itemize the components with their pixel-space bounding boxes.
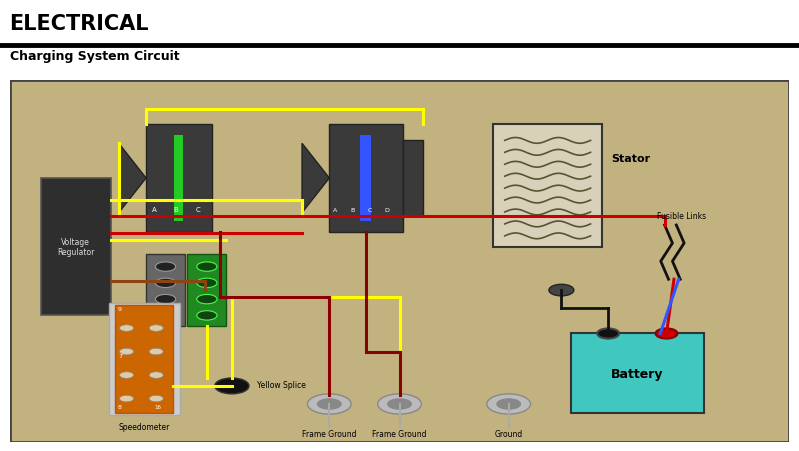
Circle shape <box>197 295 217 304</box>
Circle shape <box>149 372 163 378</box>
Circle shape <box>387 398 412 410</box>
Text: Frame Ground: Frame Ground <box>372 429 427 438</box>
Circle shape <box>120 325 133 331</box>
Text: Battery: Battery <box>611 367 664 380</box>
Circle shape <box>120 349 133 355</box>
Circle shape <box>149 349 163 355</box>
Circle shape <box>156 262 176 272</box>
Circle shape <box>156 295 176 304</box>
Circle shape <box>120 372 133 378</box>
Text: 7: 7 <box>118 353 122 358</box>
Text: 8: 8 <box>118 404 122 409</box>
Text: Voltage
Regulator: Voltage Regulator <box>58 238 94 257</box>
Circle shape <box>156 279 176 288</box>
Text: Charging System Circuit: Charging System Circuit <box>10 50 179 63</box>
Circle shape <box>197 262 217 272</box>
Circle shape <box>496 398 521 410</box>
Circle shape <box>308 394 351 414</box>
Bar <box>403 141 423 216</box>
Circle shape <box>487 394 531 414</box>
Circle shape <box>149 325 163 331</box>
Text: 9: 9 <box>118 306 122 311</box>
Circle shape <box>317 398 342 410</box>
Text: 16: 16 <box>154 404 161 409</box>
Bar <box>329 124 403 233</box>
Circle shape <box>215 378 249 394</box>
Circle shape <box>149 396 163 402</box>
Circle shape <box>378 394 421 414</box>
Text: D: D <box>384 207 389 212</box>
Text: A: A <box>333 207 338 212</box>
Circle shape <box>656 329 678 339</box>
Bar <box>493 124 602 247</box>
Circle shape <box>197 311 217 320</box>
Text: Yellow Splice: Yellow Splice <box>256 380 306 389</box>
Bar <box>109 303 180 415</box>
Bar <box>115 305 173 413</box>
Text: Frame Ground: Frame Ground <box>302 429 356 438</box>
Bar <box>188 254 226 327</box>
Bar <box>360 135 371 222</box>
Bar <box>41 179 111 316</box>
Polygon shape <box>302 144 329 213</box>
Bar <box>174 135 183 222</box>
Polygon shape <box>119 144 146 213</box>
Text: Fusible Links: Fusible Links <box>657 211 706 220</box>
Text: ELECTRICAL: ELECTRICAL <box>10 14 149 34</box>
Text: C: C <box>195 206 200 212</box>
Text: Stator: Stator <box>611 154 650 164</box>
Circle shape <box>197 279 217 288</box>
Bar <box>146 124 213 233</box>
Circle shape <box>120 396 133 402</box>
Text: Ground: Ground <box>495 429 523 438</box>
Circle shape <box>549 285 574 296</box>
Text: Speedometer: Speedometer <box>118 422 170 431</box>
Bar <box>146 254 185 327</box>
Text: B: B <box>351 207 355 212</box>
Text: A: A <box>152 206 157 212</box>
Bar <box>571 334 704 413</box>
Circle shape <box>598 329 619 339</box>
Circle shape <box>156 311 176 320</box>
Text: C: C <box>368 207 372 212</box>
Text: B: B <box>173 206 178 212</box>
